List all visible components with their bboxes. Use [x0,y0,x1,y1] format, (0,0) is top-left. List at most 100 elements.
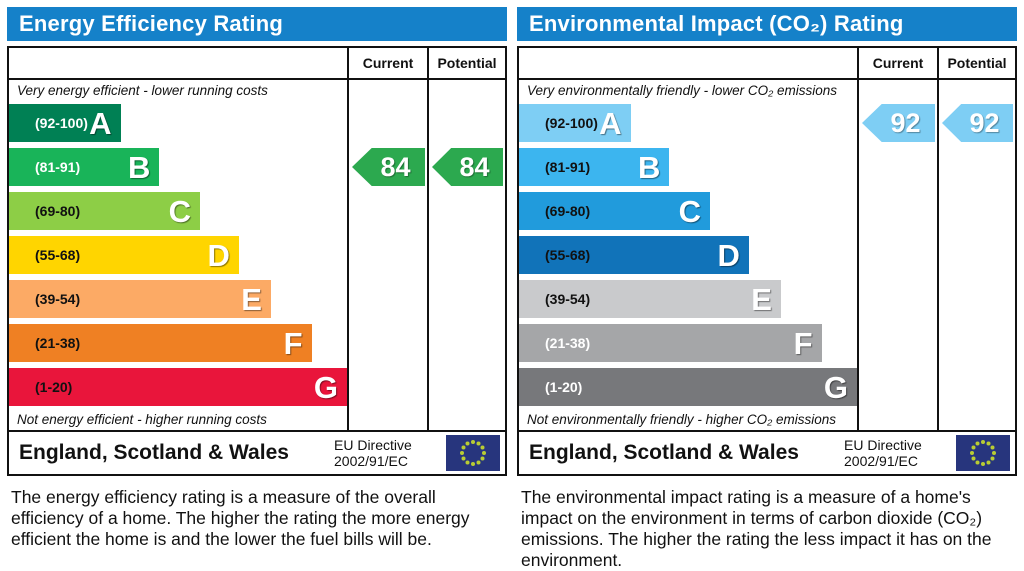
band-range-label: (39-54) [545,291,591,307]
band-f: (21-38) F [519,324,822,362]
band-e: (39-54) E [519,280,781,318]
potential-column-header: Potential [937,48,1015,78]
current-value-cell: 84 [347,80,427,430]
environmental-impact-title: Environmental Impact (CO₂) Rating [517,7,1017,41]
rating-bands: (92-100) A (81-91) B (69-80) C (55-68) D (39-54)… [9,101,347,409]
band-f: (21-38) F [9,324,312,362]
eu-directive-line2: 2002/91/EC [844,453,918,469]
eu-directive-line1: EU Directive [844,436,922,453]
chart-footer: England, Scotland & Wales EU Directive 2… [9,430,505,474]
band-letter: E [751,281,772,317]
eu-flag-icon [446,435,500,471]
rating-scale-body: Very environmentally friendly - lower CO… [519,80,1015,430]
eu-flag-icon [956,435,1010,471]
energy-efficiency-panel: Energy Efficiency Rating Current Potenti… [7,7,507,570]
band-row-c: (69-80) C [519,189,857,233]
potential-rating-arrow: 92 [942,104,1013,142]
band-g: (1-20) G [9,368,347,406]
band-letter: E [241,281,262,317]
band-range-label: (21-38) [545,335,591,351]
band-range-label: (81-91) [35,159,81,175]
band-row-d: (55-68) D [519,233,857,277]
energy-efficiency-description: The energy efficiency rating is a measur… [11,487,470,549]
band-letter: B [638,149,661,185]
current-column-header: Current [857,48,937,78]
band-row-a: (92-100) A [519,101,857,145]
band-letter: F [793,325,813,361]
band-row-f: (21-38) F [519,321,857,365]
environmental-impact-chart: Current Potential Very environmentally f… [517,46,1017,476]
band-row-e: (39-54) E [519,277,857,321]
chart-footer: England, Scotland & Wales EU Directive 2… [519,430,1015,474]
band-row-a: (92-100) A [9,101,347,145]
band-row-e: (39-54) E [9,277,347,321]
band-a: (92-100) A [9,104,121,142]
band-letter: C [678,193,701,229]
band-range-label: (1-20) [545,379,583,395]
band-range-label: (92-100) [35,115,88,131]
band-letter: D [717,237,740,273]
band-range-label: (69-80) [35,203,81,219]
band-letter: F [283,325,303,361]
band-row-d: (55-68) D [9,233,347,277]
current-rating-arrow: 84 [352,148,425,186]
top-caption: Very energy efficient - lower running co… [17,83,268,98]
band-letter: C [168,193,191,229]
band-range-label: (69-80) [545,203,591,219]
band-row-c: (69-80) C [9,189,347,233]
rating-scale: Very environmentally friendly - lower CO… [519,80,857,430]
bottom-caption: Not environmentally friendly - higher CO… [527,412,837,427]
rating-scale-body: Very energy efficient - lower running co… [9,80,505,430]
environmental-impact-description: The environmental impact rating is a mea… [521,487,992,570]
eu-directive-line1: EU Directive [334,436,412,453]
current-column-header: Current [347,48,427,78]
eu-directive-label: EU Directive 2002/91/EC [334,437,444,469]
rating-column-spacer [9,48,347,78]
band-b: (81-91) B [9,148,160,186]
band-letter: G [313,369,338,405]
column-header-row: Current Potential [9,48,505,80]
energy-efficiency-title: Energy Efficiency Rating [7,7,507,41]
band-g: (1-20) G [519,368,857,406]
band-c: (69-80) C [519,192,710,230]
eu-directive-line2: 2002/91/EC [334,453,408,469]
environmental-impact-panel: Environmental Impact (CO₂) Rating Curren… [517,7,1017,570]
potential-rating-arrow: 84 [432,148,503,186]
band-c: (69-80) C [9,192,200,230]
band-row-g: (1-20) G [519,365,857,409]
band-row-b: (81-91) B [519,145,857,189]
current-rating-arrow: 92 [862,104,935,142]
rating-bands: (92-100) A (81-91) B (69-80) C (55-68) D (39-54)… [519,101,857,409]
band-d: (55-68) D [519,236,749,274]
band-letter: D [207,237,230,273]
band-b: (81-91) B [519,148,670,186]
top-caption: Very environmentally friendly - lower CO… [527,83,837,98]
band-row-g: (1-20) G [9,365,347,409]
band-range-label: (39-54) [35,291,81,307]
potential-column-header: Potential [427,48,505,78]
band-letter: A [599,105,622,141]
band-range-label: (55-68) [545,247,591,263]
column-header-row: Current Potential [519,48,1015,80]
bottom-caption: Not energy efficient - higher running co… [17,412,267,427]
rating-scale: Very energy efficient - lower running co… [9,80,347,430]
potential-value-cell: 92 [937,80,1015,430]
potential-value-cell: 84 [427,80,505,430]
band-letter: B [128,149,151,185]
current-value-cell: 92 [857,80,937,430]
energy-efficiency-chart: Current Potential Very energy efficient … [7,46,507,476]
rating-column-spacer [519,48,857,78]
region-label: England, Scotland & Wales [529,441,799,464]
band-e: (39-54) E [9,280,271,318]
band-row-b: (81-91) B [9,145,347,189]
band-row-f: (21-38) F [9,321,347,365]
band-letter: A [89,105,112,141]
band-range-label: (81-91) [545,159,591,175]
band-a: (92-100) A [519,104,631,142]
band-range-label: (1-20) [35,379,73,395]
region-label: England, Scotland & Wales [19,441,289,464]
band-range-label: (21-38) [35,335,81,351]
band-d: (55-68) D [9,236,239,274]
band-range-label: (55-68) [35,247,81,263]
